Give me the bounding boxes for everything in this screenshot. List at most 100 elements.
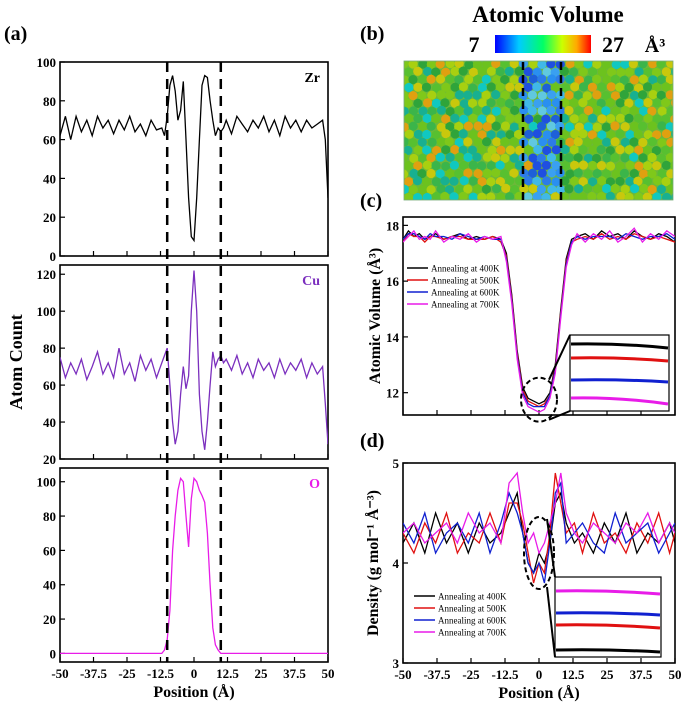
atom-field xyxy=(404,61,673,200)
atom xyxy=(426,61,436,69)
atom xyxy=(524,114,534,124)
atom xyxy=(514,82,524,92)
x-tick-label: 12.5 xyxy=(216,666,239,681)
atom xyxy=(440,191,450,200)
atom xyxy=(615,113,626,123)
atom xyxy=(625,160,635,170)
y-tick-label: 80 xyxy=(43,94,56,109)
atom xyxy=(458,82,468,92)
atom xyxy=(670,177,673,186)
atom xyxy=(629,75,640,85)
atom xyxy=(509,168,519,178)
atom xyxy=(501,183,511,193)
atom xyxy=(523,192,533,200)
atom xyxy=(657,106,667,116)
atom xyxy=(431,191,442,200)
atom xyxy=(537,168,547,178)
atom xyxy=(624,192,634,200)
atom xyxy=(519,184,529,194)
atom xyxy=(633,176,643,186)
y-tick-label: 60 xyxy=(43,133,56,148)
series-label: Zr xyxy=(304,71,320,86)
atom xyxy=(661,98,671,108)
atom xyxy=(574,61,584,69)
atom xyxy=(492,75,502,85)
atom xyxy=(597,176,607,186)
atom xyxy=(412,176,423,186)
x-tick-label: 25 xyxy=(601,667,615,682)
atom xyxy=(431,130,441,140)
atom xyxy=(404,169,409,179)
atom xyxy=(541,114,551,124)
atom xyxy=(500,121,511,131)
atom xyxy=(560,83,571,93)
atom xyxy=(422,192,432,200)
atom xyxy=(418,61,428,69)
atom xyxy=(523,160,533,171)
atom xyxy=(509,153,519,163)
atom xyxy=(606,82,616,92)
atom xyxy=(661,82,671,92)
atom xyxy=(670,115,673,124)
atom xyxy=(574,75,584,85)
atom xyxy=(423,66,433,77)
atom xyxy=(570,82,580,92)
atom xyxy=(459,160,469,171)
atom xyxy=(477,114,487,124)
y-tick-label: 3 xyxy=(393,656,400,671)
atom xyxy=(629,137,639,147)
atom xyxy=(472,152,482,162)
atom xyxy=(454,61,464,69)
atom xyxy=(651,67,662,78)
atom xyxy=(637,90,648,100)
atom xyxy=(532,192,542,200)
atom xyxy=(564,90,574,100)
atom xyxy=(431,177,441,187)
atom xyxy=(583,105,594,116)
atom xyxy=(634,161,644,171)
atom xyxy=(537,61,547,69)
atom xyxy=(647,184,657,195)
atom xyxy=(565,169,575,179)
atom xyxy=(643,161,653,171)
atom xyxy=(491,121,501,131)
atom xyxy=(573,153,583,163)
atom xyxy=(482,122,492,132)
atom xyxy=(652,114,662,124)
atom xyxy=(477,144,487,155)
atom xyxy=(620,137,631,147)
atom xyxy=(578,192,588,200)
atom xyxy=(404,91,409,101)
atom xyxy=(601,122,611,132)
atom xyxy=(610,153,620,163)
atom xyxy=(564,105,574,116)
atom xyxy=(463,152,473,162)
atom xyxy=(560,98,570,108)
atom xyxy=(639,169,649,179)
atom xyxy=(624,98,634,108)
atom xyxy=(504,99,515,109)
atom xyxy=(481,74,491,84)
atom xyxy=(418,74,428,84)
atom xyxy=(629,169,639,179)
atom xyxy=(459,99,470,109)
atom xyxy=(500,75,510,85)
y-tick-label: 40 xyxy=(43,578,56,593)
y-tick-label: 100 xyxy=(37,55,57,70)
atom xyxy=(404,122,409,132)
atom xyxy=(611,106,621,116)
atom xyxy=(532,82,542,92)
atom xyxy=(435,169,445,179)
atom xyxy=(582,91,592,101)
atom xyxy=(408,121,418,131)
atom xyxy=(651,82,662,92)
atom xyxy=(418,153,428,163)
atom xyxy=(574,184,584,194)
atom xyxy=(404,113,414,123)
atom xyxy=(495,66,505,77)
atom xyxy=(583,61,593,69)
atom xyxy=(542,98,552,108)
atom xyxy=(532,161,542,171)
x-tick-label: -25 xyxy=(462,667,480,682)
atom xyxy=(564,153,574,163)
